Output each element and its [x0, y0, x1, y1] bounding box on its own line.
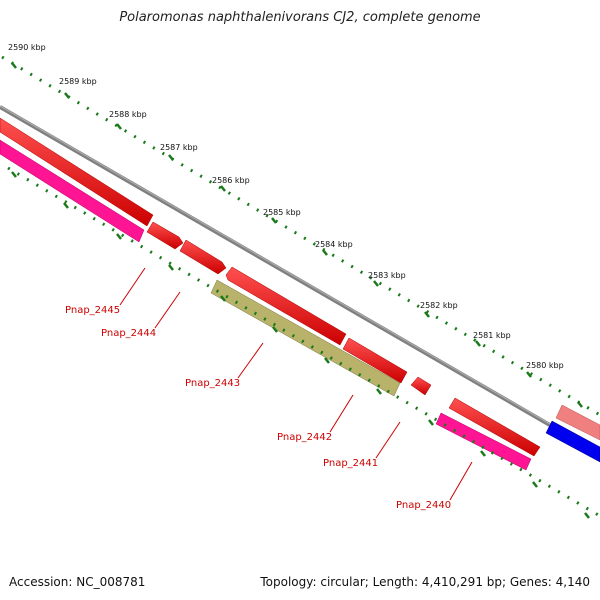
tick-label: 2586 kbp — [212, 176, 250, 185]
tick-label: 2581 kbp — [473, 331, 511, 340]
inner-ruler — [7, 166, 600, 519]
feature-blue-edge — [545, 420, 600, 463]
inner-ruler-dots — [7, 166, 600, 518]
map-title: Polaromonas naphthalenivorans CJ2, compl… — [119, 10, 481, 25]
gene-labels: Pnap_2445 Pnap_2444 Pnap_2443 Pnap_2442 … — [65, 305, 451, 511]
leader-lines — [119, 267, 473, 501]
cds-feature — [179, 239, 227, 275]
tick-label: 2589 kbp — [59, 77, 97, 86]
outer-ruler-dots — [1, 55, 600, 417]
tick-label: 2580 kbp — [526, 361, 564, 370]
gene-feature — [435, 412, 532, 471]
gene-label: Pnap_2442 — [277, 432, 332, 443]
leader-line — [329, 394, 354, 433]
cds-feature — [448, 397, 541, 457]
cds-feature — [410, 376, 432, 396]
leader-line — [237, 342, 264, 379]
tick-label: 2587 kbp — [160, 143, 198, 152]
misc-feature — [210, 279, 401, 397]
genome-backbone-highlight — [0, 105, 600, 454]
tick-label: 2590 kbp — [8, 43, 46, 52]
accession-text: Accession: NC_008781 — [9, 575, 146, 589]
cds-feature — [225, 266, 347, 346]
gene-label: Pnap_2444 — [101, 328, 156, 339]
tick-label: 2582 kbp — [420, 301, 458, 310]
tick-label: 2585 kbp — [263, 208, 301, 217]
inner-major-ticks — [11, 171, 590, 519]
tick-label: 2584 kbp — [315, 240, 353, 249]
tick-label: 2583 kbp — [368, 271, 406, 280]
leader-line — [119, 267, 146, 306]
leader-line — [375, 421, 401, 459]
feature-pink-edge — [555, 404, 600, 441]
gene-label: Pnap_2443 — [185, 378, 240, 389]
outer-ruler — [1, 55, 600, 417]
genome-backbone — [0, 105, 600, 456]
cds-feature — [0, 117, 154, 227]
leader-line — [154, 291, 181, 329]
leader-line — [449, 461, 473, 501]
cds-feature — [342, 337, 408, 384]
gene-feature — [0, 139, 145, 243]
cds-track — [0, 117, 541, 457]
gene-label: Pnap_2441 — [323, 458, 378, 469]
cds-feature — [146, 221, 184, 250]
gene-label: Pnap_2440 — [396, 500, 451, 511]
gene-track — [0, 139, 532, 471]
outer-major-ticks — [11, 62, 583, 408]
genome-summary: Topology: circular; Length: 4,410,291 bp… — [260, 575, 590, 589]
tick-labels: 2590 kbp 2589 kbp 2588 kbp 2587 kbp 2586… — [8, 43, 564, 370]
gene-label: Pnap_2445 — [65, 305, 120, 316]
tick-label: 2588 kbp — [109, 110, 147, 119]
